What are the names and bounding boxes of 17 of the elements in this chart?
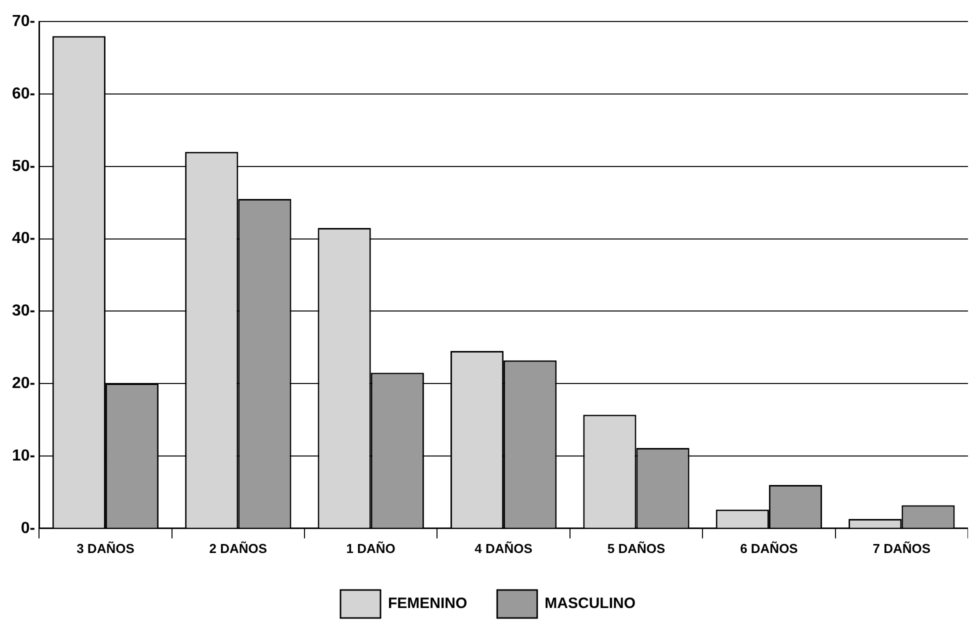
x-tick-label: 7 DAÑOS <box>872 540 931 556</box>
x-tick-label: 3 DAÑOS <box>76 540 135 556</box>
y-tick-label: 40- <box>12 230 36 248</box>
x-tick-label: 5 DAÑOS <box>607 540 666 556</box>
y-tick-label: 30- <box>12 302 36 320</box>
legend-label: MASCULINO <box>544 595 636 612</box>
y-tick-label: 50- <box>12 158 36 175</box>
x-tick-label: 4 DAÑOS <box>474 540 533 556</box>
legend-label: FEMENINO <box>388 595 468 612</box>
x-tick-label: 2 DAÑOS <box>209 540 268 556</box>
y-tick-label: 20- <box>12 375 36 392</box>
y-tick-label: 0- <box>20 520 36 537</box>
y-tick-label: 60- <box>12 85 36 102</box>
y-tick-label: 10- <box>12 447 36 464</box>
x-tick-label: 1 DAÑO <box>346 540 396 556</box>
y-tick-label: 70- <box>12 13 36 30</box>
x-tick-label: 6 DAÑOS <box>740 540 798 556</box>
